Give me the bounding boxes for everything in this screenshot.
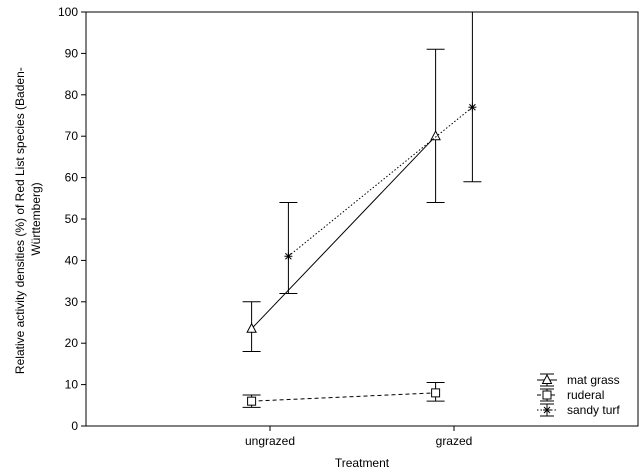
data-point xyxy=(247,396,257,406)
x-axis-label: Treatment xyxy=(335,456,390,470)
y-tick-label: 100 xyxy=(58,5,78,19)
marker-stroke xyxy=(469,103,476,111)
y-tick-label: 0 xyxy=(71,419,78,433)
series-line xyxy=(288,106,473,257)
legend-label: sandy turf xyxy=(567,403,620,417)
data-point xyxy=(430,130,441,141)
x-tick-label: grazed xyxy=(436,434,473,448)
series-ruderal xyxy=(242,382,445,408)
marker-stroke xyxy=(285,252,292,260)
data-point xyxy=(284,252,293,261)
x-tick-label: ungrazed xyxy=(245,434,295,448)
data-point xyxy=(431,388,441,398)
y-tick-label: 40 xyxy=(65,253,79,267)
y-tick-label: 60 xyxy=(65,171,79,185)
series-layer xyxy=(242,11,482,408)
y-axis-label-line-2: Württemberg) xyxy=(29,182,43,255)
x-axis: ungrazed grazed xyxy=(245,426,472,448)
error-bar xyxy=(463,11,482,183)
plot-frame xyxy=(85,11,639,427)
legend-entry: sandy turf xyxy=(537,403,620,417)
legend-entry: mat grass xyxy=(537,373,620,387)
legend-entry: ruderal xyxy=(537,388,604,402)
legend-marker xyxy=(542,390,552,400)
series-mat-grass xyxy=(242,48,445,352)
y-axis: 0 10 20 30 40 50 60 70 80 90 100 xyxy=(58,5,86,433)
series-line xyxy=(251,392,436,402)
y-tick-label: 10 xyxy=(65,378,79,392)
data-point xyxy=(246,322,257,333)
y-axis-label: Relative activity densities (%) of Red L… xyxy=(13,64,43,374)
data-point xyxy=(468,103,477,112)
y-tick-label: 90 xyxy=(65,46,79,60)
marker-stroke xyxy=(543,406,551,414)
y-tick-label: 70 xyxy=(65,129,79,143)
error-bar xyxy=(426,48,445,203)
series-line xyxy=(251,135,436,330)
legend-marker xyxy=(543,406,551,414)
series-sandy-turf xyxy=(279,11,482,295)
legend-label: mat grass xyxy=(567,373,620,387)
y-tick-label: 80 xyxy=(65,88,79,102)
y-tick-label: 50 xyxy=(65,212,79,226)
y-tick-label: 30 xyxy=(65,295,79,309)
y-axis-label-line-1: Relative activity densities (%) of Red L… xyxy=(13,67,27,374)
error-bar xyxy=(279,201,298,295)
legend-label: ruderal xyxy=(567,388,604,402)
legend-marker xyxy=(541,373,553,384)
y-tick-label: 20 xyxy=(65,336,79,350)
